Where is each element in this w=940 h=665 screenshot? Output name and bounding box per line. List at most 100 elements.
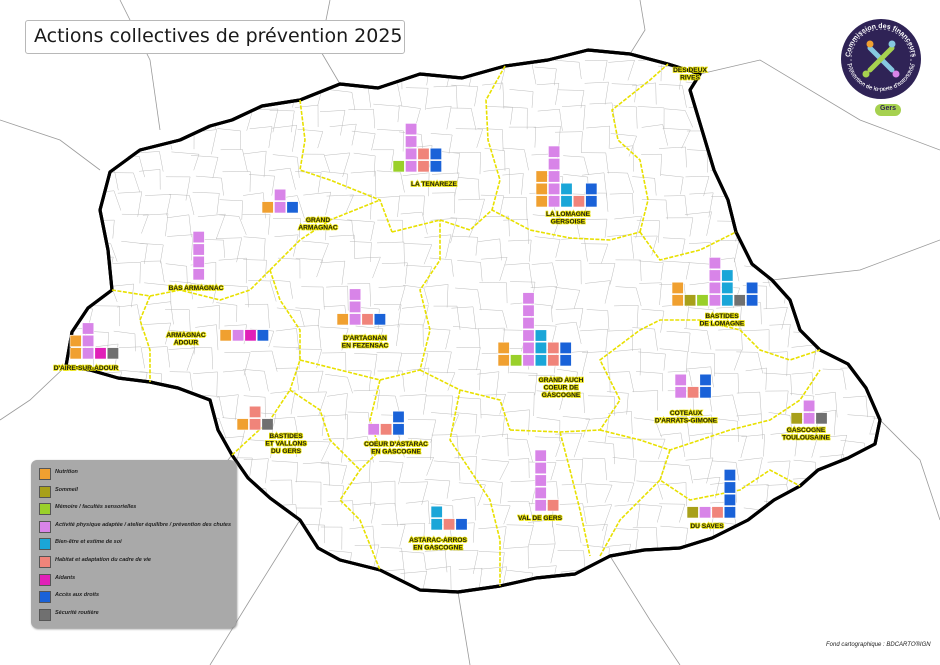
commune-line <box>763 170 790 197</box>
pictogram-activite <box>349 313 362 326</box>
commune-line <box>841 524 867 547</box>
commune-line <box>867 322 880 345</box>
territory-boundary <box>599 479 661 557</box>
commune-line <box>251 108 279 133</box>
pictogram-securite <box>815 412 828 425</box>
pictogram-habitat <box>547 341 560 354</box>
commune-line <box>347 219 375 241</box>
commune-line <box>718 149 747 176</box>
commune-line <box>426 105 452 130</box>
commune-line <box>374 503 398 527</box>
neighbour-line <box>629 0 646 55</box>
commune-line <box>121 85 143 109</box>
commune-line <box>451 306 477 330</box>
commune-line <box>849 175 878 197</box>
territory-boundary <box>111 269 271 301</box>
commune-line <box>817 501 846 523</box>
commune-line <box>846 130 875 152</box>
pictogram-bien-etre <box>534 329 547 342</box>
commune-line <box>66 62 88 86</box>
commune-line <box>788 544 817 564</box>
commune-line <box>403 284 429 305</box>
pictogram-securite <box>261 418 274 431</box>
pictogram-activite <box>699 506 712 519</box>
commune-line <box>298 59 324 83</box>
commune-line <box>248 280 277 302</box>
commune-line <box>814 391 838 418</box>
commune-line <box>327 393 348 420</box>
commune-line <box>321 352 347 372</box>
commune-line <box>455 128 484 148</box>
neighbour-line <box>699 59 940 151</box>
commune-line <box>295 481 322 506</box>
commune-line <box>169 393 195 415</box>
commune-line <box>299 551 324 572</box>
territory-boundary <box>269 199 381 271</box>
commune-line <box>584 218 608 238</box>
legend-swatch <box>39 485 51 498</box>
commune-line <box>609 481 635 503</box>
commune-line <box>815 409 837 436</box>
commune-line <box>324 152 351 177</box>
commune-line <box>458 567 483 590</box>
commune-line <box>457 177 480 200</box>
commune-line <box>714 418 739 442</box>
pictogram-activite <box>192 255 205 268</box>
commune-line <box>873 303 880 328</box>
commune-line <box>639 282 662 306</box>
commune-line <box>87 331 109 355</box>
commune-line <box>533 125 561 149</box>
commune-line <box>328 566 356 590</box>
commune-line <box>659 146 687 168</box>
commune-line <box>400 588 429 592</box>
commune-line <box>399 323 424 347</box>
commune-line <box>742 196 771 220</box>
commune-line <box>476 479 503 504</box>
commune-line <box>140 87 165 109</box>
commune-line <box>320 526 343 550</box>
commune-line <box>769 324 791 348</box>
commune-line <box>557 550 586 571</box>
commune-line <box>272 154 300 178</box>
commune-line <box>840 565 869 588</box>
territory-label: D'ARTAGNAN EN FEZENSAC <box>342 335 389 349</box>
pictogram-acces-droits <box>429 160 442 173</box>
commune-line <box>301 240 329 262</box>
commune-line <box>373 395 401 418</box>
pictogram-activite <box>522 292 535 305</box>
pictogram-activite <box>674 373 687 386</box>
commune-line <box>821 196 846 222</box>
commune-line <box>295 257 324 278</box>
commune-line <box>273 62 301 83</box>
commune-line <box>614 215 642 239</box>
commune-line <box>509 89 534 108</box>
commune-line <box>401 305 429 328</box>
commune-line <box>270 479 293 504</box>
pictogram-acces-droits <box>585 195 598 208</box>
commune-line <box>139 435 166 455</box>
commune-line <box>767 351 788 377</box>
commune-line <box>738 173 763 196</box>
commune-line <box>373 304 402 328</box>
commune-line <box>743 484 769 509</box>
commune-line <box>197 213 226 240</box>
legend-swatch <box>39 538 51 551</box>
commune-line <box>816 329 839 349</box>
commune-line <box>66 214 94 237</box>
pictogram-habitat <box>547 499 560 512</box>
commune-line <box>247 439 274 459</box>
commune-line <box>665 463 693 484</box>
commune-line <box>272 218 301 238</box>
commune-line <box>763 307 788 330</box>
commune-line <box>768 85 790 108</box>
commune-line <box>818 587 845 592</box>
commune-line <box>792 66 820 91</box>
commune-line <box>718 328 743 351</box>
commune-line <box>295 507 322 532</box>
commune-line <box>351 130 376 151</box>
commune-line <box>191 283 217 304</box>
commune-line <box>118 346 145 369</box>
pictogram-activite <box>192 243 205 256</box>
pictogram-habitat <box>443 518 456 531</box>
commune-line <box>425 395 453 418</box>
